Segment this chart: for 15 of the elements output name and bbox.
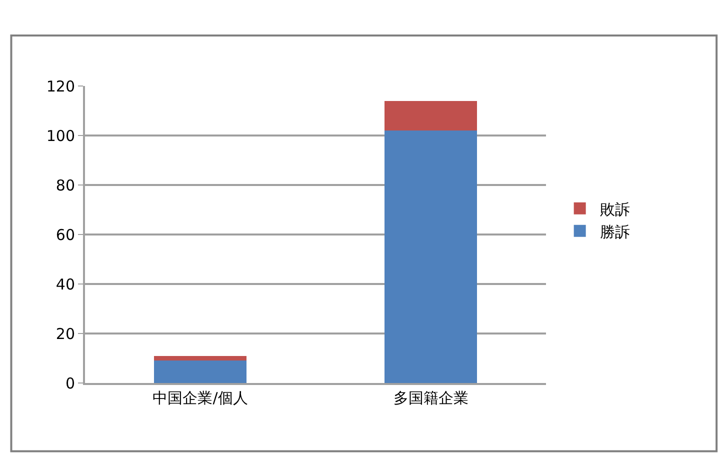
legend-label: 勝訴 [600, 222, 630, 241]
bar [154, 360, 246, 383]
bar [384, 100, 477, 131]
y-tick-label: 80 [56, 176, 75, 194]
legend-label: 敗訴 [600, 200, 630, 218]
y-tick-label: 100 [46, 126, 75, 145]
bar [154, 356, 246, 361]
y-tick-label: 0 [65, 374, 75, 392]
x-tick-label: 多国籍企業 [393, 389, 468, 407]
x-tick-label: 中国企業/個人 [152, 389, 248, 407]
y-tick-label: 120 [46, 77, 75, 96]
y-tick-label: 60 [56, 226, 75, 244]
bar [384, 130, 477, 383]
y-tick-label: 20 [56, 324, 75, 343]
y-tick-label: 40 [56, 275, 75, 294]
